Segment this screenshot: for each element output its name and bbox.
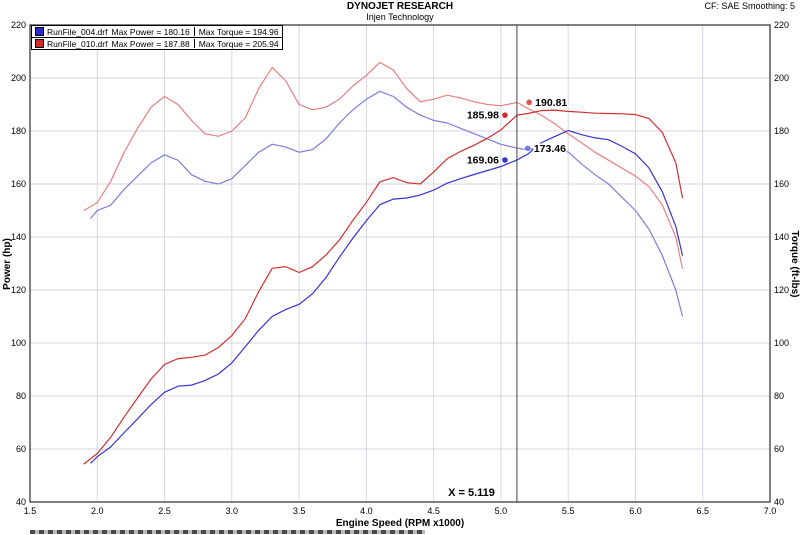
run004-max-torque: Max Torque = 194.96	[198, 26, 279, 37]
cropped-bottom-strip	[30, 530, 425, 534]
power-tick-label: 40	[16, 497, 26, 507]
correction-smoothing-note: CF: SAE Smoothing: 5	[704, 1, 795, 11]
torque-tick-label: 60	[774, 444, 784, 454]
cursor-x-readout: X = 5.119	[448, 487, 495, 499]
marker-dot	[525, 145, 531, 152]
legend-divider	[193, 27, 195, 36]
power-tick-label: 100	[11, 338, 26, 348]
rpm-tick-label: 6.0	[629, 506, 642, 516]
y-axis-label-power: Power (hp)	[2, 238, 13, 290]
power-tick-label: 160	[11, 179, 26, 189]
rpm-tick-label: 4.5	[427, 506, 440, 516]
curve-run010-power	[83, 109, 684, 465]
run004-max-power: Max Power = 180.16	[111, 26, 190, 37]
legend-divider	[193, 39, 195, 48]
legend-row-run004[interactable]: RunFile_004.drf Max Power = 180.16 Max T…	[32, 26, 282, 37]
power-tick-label: 200	[11, 73, 26, 83]
marker-dot	[502, 157, 508, 163]
rpm-tick-label: 5.0	[495, 506, 508, 516]
marker-value-label: 185.98	[467, 110, 499, 122]
plot-area[interactable]: 40 40 60 60 80 80 100 100 120 120 140 140 160 160 180 1…	[11, 20, 789, 516]
torque-tick-label: 220	[774, 20, 789, 30]
run004-file-label: RunFile_004.drf	[47, 26, 108, 37]
curve-run004-torque	[90, 90, 684, 317]
torque-tick-label: 160	[774, 179, 789, 189]
chart-title: DYNOJET RESEARCH	[346, 1, 454, 12]
torque-tick-label: 120	[774, 285, 789, 295]
rpm-tick-label: 5.5	[562, 506, 575, 516]
power-tick-label: 180	[11, 126, 26, 136]
curve-run004-power	[90, 129, 684, 464]
run010-file-label: RunFile_010.drf	[47, 38, 108, 49]
plot-border	[29, 24, 771, 503]
marker-value-label: 190.81	[535, 97, 567, 109]
torque-tick-label: 80	[774, 391, 784, 401]
rpm-tick-label: 2.5	[158, 506, 171, 516]
torque-tick-label: 180	[774, 126, 789, 136]
power-tick-label: 220	[11, 20, 26, 30]
run-legend: RunFile_004.drf Max Power = 180.16 Max T…	[31, 25, 283, 50]
chart-subtitle: Injen Technology	[366, 12, 434, 22]
y-axis-label-torque: Torque (ft-lbs)	[789, 230, 800, 297]
run010-max-power: Max Power = 187.88	[111, 38, 190, 49]
rpm-tick-label: 3.0	[226, 506, 239, 516]
curve-run010-torque	[83, 61, 684, 269]
power-tick-label: 80	[16, 391, 26, 401]
rpm-tick-label: 4.0	[360, 506, 373, 516]
marker-value-label: 169.06	[467, 154, 499, 166]
torque-tick-label: 140	[774, 232, 789, 242]
run010-color-swatch	[35, 39, 44, 48]
x-axis-label: Engine Speed (RPM x1000)	[336, 518, 464, 529]
legend-row-run010[interactable]: RunFile_010.drf Max Power = 187.88 Max T…	[32, 37, 282, 49]
torque-tick-label: 100	[774, 338, 789, 348]
rpm-tick-label: 6.5	[696, 506, 709, 516]
rpm-tick-label: 3.5	[293, 506, 306, 516]
torque-tick-label: 200	[774, 73, 789, 83]
run004-color-swatch	[35, 27, 44, 36]
rpm-tick-label: 1.5	[24, 506, 37, 516]
marker-value-label: 173.46	[534, 143, 566, 155]
power-tick-label: 60	[16, 444, 26, 454]
marker-dot	[526, 99, 532, 106]
rpm-tick-label: 7.0	[764, 506, 777, 516]
power-tick-label: 140	[11, 232, 26, 242]
power-tick-label: 120	[11, 285, 26, 295]
rpm-tick-label: 2.0	[91, 506, 104, 516]
torque-tick-label: 40	[774, 497, 784, 507]
run010-max-torque: Max Torque = 205.94	[198, 38, 279, 49]
marker-dot	[502, 112, 508, 118]
